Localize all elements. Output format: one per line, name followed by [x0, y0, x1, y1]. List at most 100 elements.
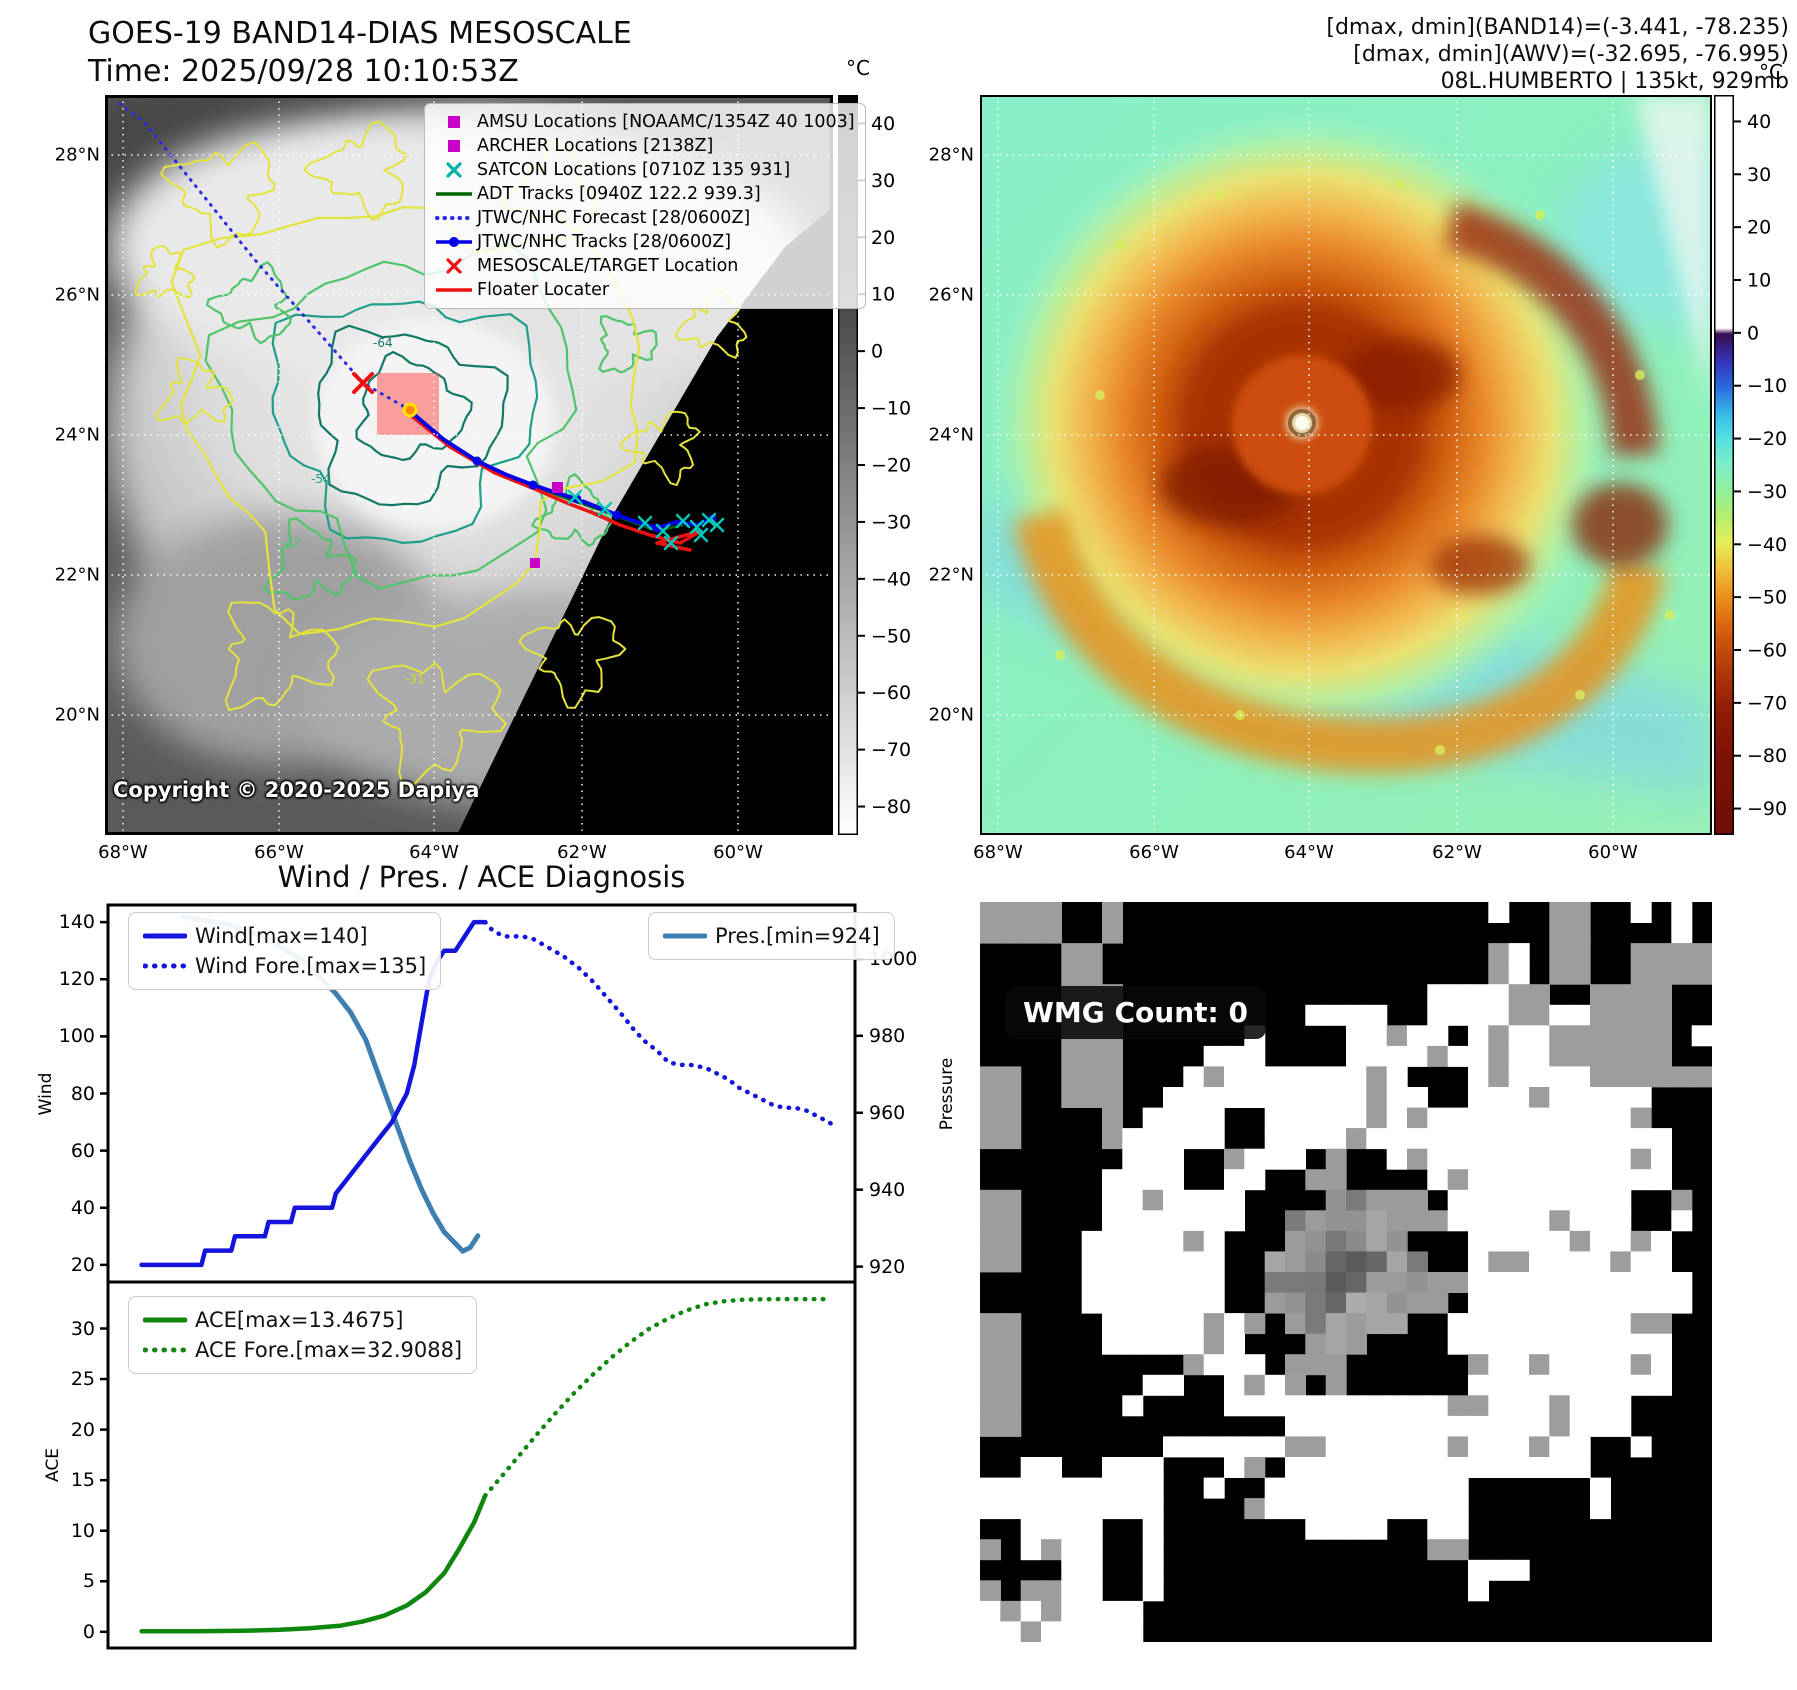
Wind Fore.[max=135]-line — [482, 919, 839, 1131]
ace-ytick-label: 15 — [70, 1469, 95, 1492]
ACE Fore.[max=32.9088]-line — [482, 1296, 828, 1498]
map-legend-item: Floater Locater — [431, 278, 855, 302]
colorbar-tick-label: −30 — [871, 511, 911, 533]
colorbar-tick-label: −40 — [871, 568, 911, 590]
colorbar-tick-label: 0 — [871, 341, 883, 363]
x-legend-marker-icon — [431, 258, 477, 274]
wind-ytick-label: 60 — [70, 1139, 95, 1162]
line-legend-marker-icon — [431, 186, 477, 202]
line-dot-legend-marker-icon — [431, 234, 477, 250]
chart-legend-item: Wind Fore.[max=135] — [143, 951, 426, 981]
map-legend-item: ADT Tracks [0940Z 122.2 939.3] — [431, 182, 855, 206]
satellite-product-title: GOES-19 BAND14-DIAS MESOSCALE — [88, 16, 632, 51]
enhanced-ir-map — [980, 95, 1712, 835]
contour-value-label: -31 — [405, 672, 425, 686]
map-legend-item-label: AMSU Locations [NOAAMC/1354Z 40 1003] — [477, 112, 855, 132]
map-legend: AMSU Locations [NOAAMC/1354Z 40 1003] ARC… — [424, 103, 866, 309]
contour-value-label: -54 — [311, 472, 331, 486]
dotted-line-legend-icon — [143, 959, 195, 973]
lat-tick-label-right: 26°N — [928, 284, 974, 306]
map-legend-item-label: ADT Tracks [0940Z 122.2 939.3] — [477, 184, 761, 204]
lon-tick-label-right: 60°W — [1588, 842, 1638, 863]
wind-axis-label: Wind — [36, 1072, 56, 1115]
ace-ytick-label: 10 — [70, 1519, 95, 1542]
solid-line-legend-icon — [663, 929, 715, 943]
diagnosis-title: Wind / Pres. / ACE Diagnosis — [277, 860, 686, 894]
line-legend-marker-icon — [431, 282, 477, 298]
colorbar-tick-label: 40 — [871, 113, 895, 135]
colorbar-tick-label: −60 — [871, 682, 911, 704]
lat-tick-label-right: 24°N — [928, 424, 974, 446]
contour-value-label: -64 — [373, 336, 393, 350]
map-legend-item-label: JTWC/NHC Tracks [28/0600Z] — [477, 232, 732, 252]
colorbar-tick-label: 10 — [1747, 270, 1771, 292]
map-legend-item: AMSU Locations [NOAAMC/1354Z 40 1003] — [431, 110, 855, 134]
map-legend-item-label: SATCON Locations [0710Z 135 931] — [477, 160, 791, 180]
lon-tick-label-right: 68°W — [973, 842, 1023, 863]
lat-tick-label: 28°N — [54, 144, 100, 166]
map-frame — [105, 95, 833, 835]
solid-line-legend-icon — [143, 929, 195, 943]
lat-tick-label: 20°N — [54, 704, 100, 726]
square-legend-marker-icon — [431, 114, 477, 130]
map-legend-item-label: MESOSCALE/TARGET Location — [477, 256, 739, 276]
cold-blotch-3 — [1430, 535, 1530, 595]
pressure-ytick-label: 960 — [869, 1101, 906, 1124]
dotted-line-legend-icon — [143, 1343, 195, 1357]
x-legend-marker-icon — [431, 162, 477, 178]
wind-ytick-label: 100 — [58, 1025, 95, 1048]
contour-value-label: -42 — [281, 536, 301, 550]
lat-tick-label: 26°N — [54, 284, 100, 306]
ace-ytick-label: 0 — [82, 1620, 95, 1643]
enhanced-colorbar: 40 30 20 10 0 −10 −20 −30 −40 −50 −60 −70 −80 −90 — [1714, 95, 1787, 835]
colorbar-unit-right: °C — [1759, 60, 1783, 84]
colorbar-tick-label: −60 — [1747, 640, 1787, 662]
pressure-axis-label: Pressure — [937, 1057, 957, 1130]
ace-ytick-label: 25 — [70, 1368, 95, 1391]
wind-ytick-label: 20 — [70, 1253, 95, 1276]
band14-dmax-dmin: [dmax, dmin](BAND14)=(-3.441, -78.235) — [1326, 15, 1789, 40]
colorbar-tick-label: −50 — [1747, 587, 1787, 609]
colorbar-tick-label: −20 — [1747, 428, 1787, 450]
lat-tick-label-right: 22°N — [928, 564, 974, 586]
colorbar-unit-left: °C — [846, 56, 870, 80]
colorbar-tick-label: −90 — [1747, 798, 1787, 820]
map-frame-right — [980, 95, 1712, 835]
colorbar-tick-label: 30 — [1747, 164, 1771, 186]
solid-line-legend-icon — [143, 1313, 195, 1327]
colorbar-tick-label: −40 — [1747, 534, 1787, 556]
colorbar-tick-label: −70 — [1747, 692, 1787, 714]
lon-tick-label: 64°W — [409, 842, 459, 863]
map-legend-item: SATCON Locations [0710Z 135 931] — [431, 158, 855, 182]
storm-id-intensity: 08L.HUMBERTO | 135kt, 929mb — [1440, 69, 1789, 94]
copyright-watermark: Copyright © 2020-2025 Dapiya — [113, 778, 480, 802]
ace-ytick-label: 5 — [82, 1570, 95, 1593]
storm-tracks — [117, 101, 725, 568]
pressure-legend: Pres.[min=924] — [648, 912, 895, 960]
lat-tick-label-right: 20°N — [928, 704, 974, 726]
wind-ytick-label: 120 — [58, 968, 95, 991]
awv-dmax-dmin: [dmax, dmin](AWV)=(-32.695, -76.995) — [1353, 42, 1789, 67]
colorbar-tick-label: 20 — [871, 227, 895, 249]
dotted-legend-marker-icon — [431, 210, 477, 226]
convective-speckles — [1055, 180, 1675, 755]
lon-tick-label-right: 62°W — [1432, 842, 1482, 863]
square-legend-marker-icon — [431, 138, 477, 154]
swath-edge — [1635, 95, 1712, 405]
wind-ytick-label: 40 — [70, 1196, 95, 1219]
lon-tick-label: 62°W — [557, 842, 607, 863]
lon-tick-label-right: 64°W — [1284, 842, 1334, 863]
colorbar-tick-label: −50 — [871, 625, 911, 647]
wind-ytick-label: 140 — [58, 911, 95, 934]
ace-axis-label: ACE — [43, 1448, 63, 1482]
ACE[max=13.4675]-line — [139, 1493, 488, 1634]
chart-legend-item: Wind[max=140] — [143, 921, 426, 951]
colorbar-tick-label: 0 — [1747, 322, 1759, 344]
chart-legend-item: Pres.[min=924] — [663, 921, 880, 951]
chart-legend-item-label: Wind[max=140] — [195, 924, 368, 948]
colorbar-tick-label: 20 — [1747, 217, 1771, 239]
eye — [1295, 416, 1309, 430]
lon-tick-label: 60°W — [713, 842, 763, 863]
Wind[max=140]-line — [139, 919, 488, 1268]
